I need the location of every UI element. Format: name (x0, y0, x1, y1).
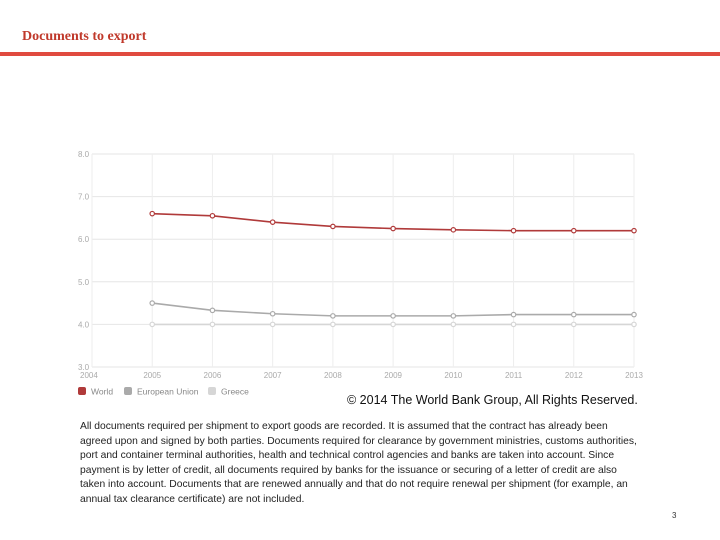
data-point-world (209, 212, 216, 219)
slide-title: Documents to export (22, 29, 147, 44)
x-tick-label: 2012 (565, 371, 583, 380)
x-tick-label: 2004 (80, 371, 98, 380)
y-tick-label: 6.0 (78, 235, 90, 244)
data-point-world (631, 227, 637, 234)
data-point-european-union (450, 313, 457, 319)
data-point-greece (209, 321, 216, 328)
data-point-european-union (209, 307, 216, 314)
y-tick-label: 4.0 (78, 320, 90, 329)
x-tick-label: 2010 (444, 371, 462, 380)
legend-swatch (208, 387, 216, 395)
legend-label: World (91, 387, 113, 397)
legend-swatch (78, 387, 86, 395)
copyright-notice: © 2014 The World Bank Group, All Rights … (347, 393, 638, 407)
y-tick-label: 5.0 (78, 278, 90, 287)
data-point-world (570, 227, 577, 234)
description-text: All documents required per shipment to e… (80, 421, 637, 505)
data-point-european-union (149, 300, 156, 306)
y-tick-label: 3.0 (78, 363, 90, 372)
y-tick-label: 8.0 (78, 150, 90, 159)
data-point-world (450, 227, 457, 233)
data-point-world (149, 210, 156, 217)
page-number: 3 (672, 511, 677, 520)
data-point-greece (330, 321, 336, 328)
data-point-greece (390, 321, 396, 328)
data-point-world (330, 223, 336, 230)
x-tick-label: 2008 (324, 371, 342, 380)
legend-swatch (124, 387, 132, 395)
data-point-world (510, 227, 517, 234)
data-point-world (269, 219, 276, 225)
title-underline (0, 52, 720, 56)
x-tick-label: 2005 (143, 371, 161, 380)
data-point-greece (510, 321, 517, 328)
data-point-european-union (510, 311, 517, 318)
chart-grid (91, 153, 635, 368)
x-tick-label: 2007 (264, 371, 282, 380)
data-point-european-union (570, 311, 577, 318)
legend-label: Greece (221, 387, 249, 397)
legend-label: European Union (137, 387, 199, 397)
chart-axes: 3.0 4.0 5.0 6.0 7.0 8.0 2004 2005 2006 2007 2008 20… (78, 150, 643, 380)
x-tick-label: 2006 (204, 371, 222, 380)
data-point-greece (450, 321, 457, 328)
data-point-european-union (631, 311, 637, 318)
data-point-world (390, 225, 396, 232)
data-point-european-union (390, 313, 396, 319)
data-point-greece (570, 321, 577, 328)
data-point-european-union (330, 313, 336, 319)
data-point-greece (631, 321, 637, 328)
data-point-greece (269, 321, 276, 328)
data-point-european-union (269, 310, 276, 317)
y-tick-label: 7.0 (78, 193, 90, 202)
x-tick-label: 2011 (505, 371, 523, 380)
x-tick-label: 2013 (625, 371, 643, 380)
data-point-greece (149, 321, 156, 328)
chart-series (149, 210, 637, 328)
chart-legend: World European Union Greece (78, 387, 249, 397)
x-tick-label: 2009 (384, 371, 402, 380)
